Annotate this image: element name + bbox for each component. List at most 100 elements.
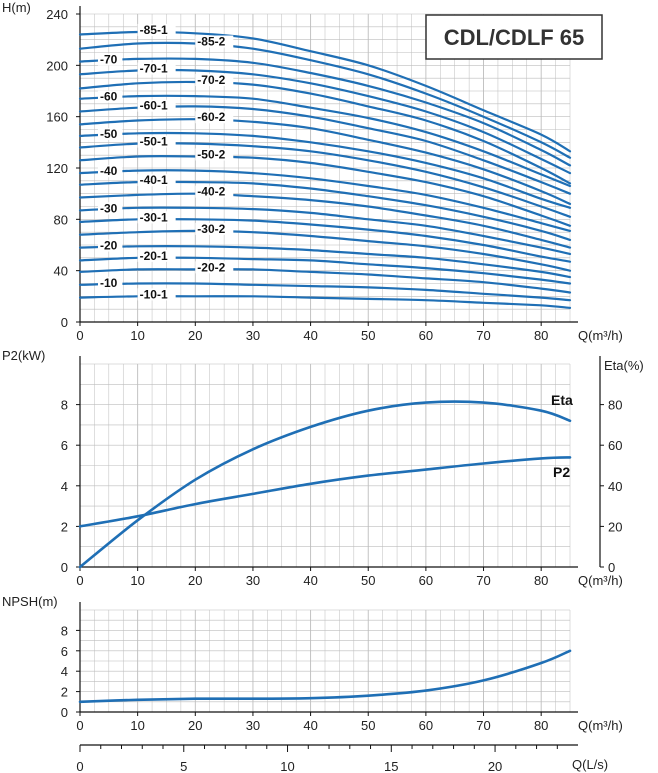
head-curve-label-bg bbox=[195, 148, 234, 161]
npsh-y-tick-label: 0 bbox=[61, 705, 68, 720]
head-curve-label-bg bbox=[137, 288, 176, 301]
ls-axis-title: Q(L/s) bbox=[572, 757, 608, 772]
head-y-tick-label: 0 bbox=[61, 315, 68, 330]
head-curve-label-bg bbox=[195, 185, 234, 198]
head-curve-label: -30-2 bbox=[197, 222, 225, 236]
npsh-x-tick-label: 20 bbox=[188, 718, 202, 733]
head-curve-label-bg bbox=[137, 23, 176, 36]
head-curve-label-bg bbox=[137, 174, 176, 187]
power-y-tick-label: 8 bbox=[61, 398, 68, 413]
power-x-axis-title: Q(m³/h) bbox=[578, 573, 623, 588]
head-curve-label: -70 bbox=[100, 52, 118, 66]
head-curve-label: -60-2 bbox=[197, 110, 225, 124]
head-curve-label: -85-2 bbox=[197, 35, 225, 49]
head-curve-label-bg bbox=[98, 53, 123, 66]
head-curve-label-bg bbox=[98, 202, 123, 215]
head-curve-30-2 bbox=[78, 229, 572, 272]
npsh-x-tick-label: 80 bbox=[534, 718, 548, 733]
head-curve-label-bg bbox=[195, 222, 234, 235]
npsh-x-axis-title: Q(m³/h) bbox=[578, 718, 623, 733]
npsh-x-tick-label: 10 bbox=[130, 718, 144, 733]
power-y2-tick-label: 60 bbox=[608, 438, 622, 453]
head-curve-50-2 bbox=[78, 155, 572, 227]
npsh-y-tick-label: 2 bbox=[61, 685, 68, 700]
power-y2-tick-label: 80 bbox=[608, 398, 622, 413]
head-curve-40 bbox=[78, 169, 572, 232]
npsh-y-tick-label: 6 bbox=[61, 644, 68, 659]
head-curve-label-bg bbox=[98, 276, 123, 289]
power-x-tick-label: 80 bbox=[534, 573, 548, 588]
head-x-tick-label: 50 bbox=[361, 328, 375, 343]
npsh-y-tick-label: 8 bbox=[61, 623, 68, 638]
npsh-x-tick-label: 60 bbox=[419, 718, 433, 733]
npsh-curve bbox=[78, 649, 572, 704]
head-curve-label: -40 bbox=[100, 164, 118, 178]
head-x-tick-label: 10 bbox=[130, 328, 144, 343]
eta-series-label: Eta bbox=[551, 392, 573, 408]
head-x-tick-label: 80 bbox=[534, 328, 548, 343]
p2-series-label: P2 bbox=[553, 464, 570, 480]
head-curve-label-bg bbox=[98, 165, 123, 178]
head-curve-label: -70-2 bbox=[197, 73, 225, 87]
power-y-axis-title: P2(kW) bbox=[2, 348, 45, 363]
head-curve-label-bg bbox=[195, 35, 234, 48]
head-curve-70-2 bbox=[78, 80, 572, 185]
head-curve-30 bbox=[78, 206, 572, 256]
head-curve-label: -60-1 bbox=[140, 99, 168, 113]
head-curve-60-2 bbox=[78, 118, 572, 205]
head-curve-label: -20-2 bbox=[197, 260, 225, 274]
head-curve-label: -50-1 bbox=[140, 135, 168, 149]
head-curve-label: -50-2 bbox=[197, 147, 225, 161]
head-curve-label-bg bbox=[137, 135, 176, 148]
ls-tick-label: 5 bbox=[180, 759, 187, 773]
head-curve-85-2 bbox=[78, 41, 572, 159]
head-curve-20 bbox=[78, 245, 572, 279]
head-y-tick-label: 40 bbox=[54, 264, 68, 279]
power-curve-p2 bbox=[78, 456, 572, 528]
head-curve-label-bg bbox=[195, 261, 234, 274]
head-curve-label-bg bbox=[195, 111, 234, 124]
head-y-axis-title: H(m) bbox=[2, 0, 31, 15]
head-curve-50 bbox=[78, 131, 572, 209]
head-curve-label-bg bbox=[137, 249, 176, 262]
head-curve-label: -60 bbox=[100, 90, 118, 104]
chart-title-box bbox=[425, 14, 603, 60]
head-curve-label: -10 bbox=[100, 276, 118, 290]
power-y-tick-label: 0 bbox=[61, 560, 68, 575]
head-curve-label: -10-1 bbox=[140, 287, 168, 301]
npsh-x-tick-label: 50 bbox=[361, 718, 375, 733]
head-curve-40-2 bbox=[78, 192, 572, 249]
head-curve-label-bg bbox=[137, 62, 176, 75]
head-y-tick-label: 200 bbox=[46, 58, 68, 73]
npsh-x-tick-label: 40 bbox=[303, 718, 317, 733]
chart-title: CDL/CDLF 65 bbox=[444, 25, 585, 50]
power-x-tick-label: 30 bbox=[246, 573, 260, 588]
head-curve-20-2 bbox=[78, 268, 572, 294]
npsh-x-tick-label: 30 bbox=[246, 718, 260, 733]
head-curve-label-bg bbox=[137, 99, 176, 112]
power-y2-axis-title: Eta(%) bbox=[604, 358, 644, 373]
power-y-tick-label: 2 bbox=[61, 519, 68, 534]
head-curve-label-bg bbox=[98, 90, 123, 103]
head-curve-label: -40-1 bbox=[140, 173, 168, 187]
power-y-tick-label: 4 bbox=[61, 479, 68, 494]
head-curve-label-bg bbox=[137, 211, 176, 224]
head-curve-label: -40-2 bbox=[197, 185, 225, 199]
head-curve-70 bbox=[78, 57, 572, 167]
head-x-tick-label: 0 bbox=[76, 328, 83, 343]
head-curve-label-bg bbox=[195, 74, 234, 87]
power-x-tick-label: 0 bbox=[76, 573, 83, 588]
head-y-tick-label: 80 bbox=[54, 212, 68, 227]
power-y2-tick-label: 20 bbox=[608, 519, 622, 534]
npsh-y-tick-label: 4 bbox=[61, 664, 68, 679]
power-x-tick-label: 10 bbox=[130, 573, 144, 588]
power-x-tick-label: 70 bbox=[476, 573, 490, 588]
npsh-x-tick-label: 0 bbox=[76, 718, 83, 733]
head-curve-label-bg bbox=[98, 239, 123, 252]
head-curve-label: -20 bbox=[100, 239, 118, 253]
power-x-tick-label: 60 bbox=[419, 573, 433, 588]
head-curve-label: -85-1 bbox=[140, 23, 168, 37]
ls-tick-label: 10 bbox=[280, 759, 294, 773]
power-x-tick-label: 50 bbox=[361, 573, 375, 588]
